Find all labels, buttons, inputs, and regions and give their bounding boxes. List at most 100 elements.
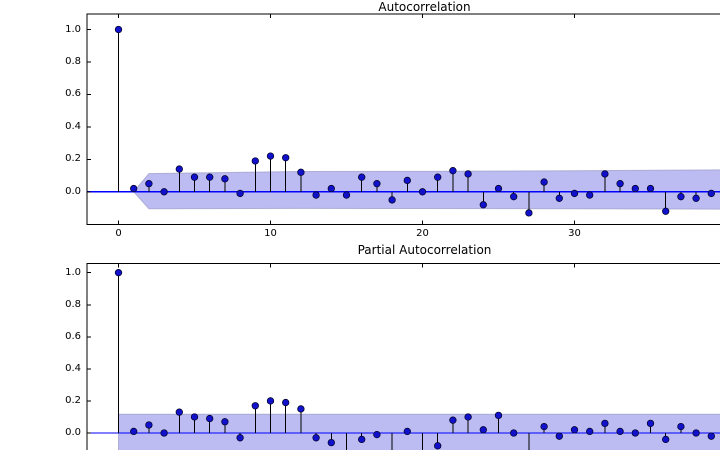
data-point <box>114 269 123 277</box>
data-point <box>434 442 442 450</box>
x-tick-label: 0 <box>115 227 122 239</box>
data-point <box>434 173 442 181</box>
data-point <box>601 419 609 428</box>
data-point <box>464 170 472 178</box>
data-point <box>266 397 275 405</box>
data-point <box>616 180 624 188</box>
data-point <box>236 434 244 442</box>
y-tick-label: 0.4 <box>65 120 81 132</box>
data-point <box>692 429 700 437</box>
acf-plot <box>86 13 720 225</box>
data-point <box>616 427 624 436</box>
confidence-band <box>118 413 720 450</box>
data-point <box>570 189 579 198</box>
data-point <box>479 201 487 209</box>
y-tick-label: 0.6 <box>65 330 81 342</box>
data-point <box>327 438 335 447</box>
data-point <box>510 193 518 201</box>
data-point <box>160 188 168 196</box>
data-point <box>525 209 533 217</box>
data-point <box>282 154 290 162</box>
data-point <box>555 432 563 440</box>
data-point <box>631 184 639 193</box>
pacf-plot <box>86 262 720 450</box>
data-point <box>373 430 381 439</box>
data-point <box>190 173 199 181</box>
data-point <box>206 414 214 423</box>
x-tick-label: 20 <box>416 227 429 239</box>
data-point <box>586 191 594 199</box>
data-point <box>449 167 457 175</box>
data-point <box>677 422 685 431</box>
data-point <box>479 426 487 434</box>
data-point <box>175 165 183 173</box>
data-point <box>418 188 427 196</box>
plot-border <box>86 13 720 225</box>
x-tick-label: 30 <box>568 227 581 239</box>
data-point <box>464 413 472 421</box>
data-point <box>707 432 715 440</box>
data-point <box>570 426 579 434</box>
data-point <box>540 422 548 431</box>
data-point <box>160 429 168 437</box>
data-point <box>494 411 503 420</box>
y-tick-label: 1.0 <box>65 266 81 278</box>
data-point <box>601 170 609 178</box>
data-point <box>236 189 244 198</box>
data-point <box>145 421 153 429</box>
data-point <box>555 194 563 202</box>
data-point <box>540 178 548 186</box>
data-point <box>312 434 320 442</box>
data-point <box>282 398 290 407</box>
data-point <box>206 173 214 181</box>
data-point <box>646 419 655 428</box>
data-point <box>114 25 123 34</box>
data-point <box>190 413 199 421</box>
data-point <box>692 194 700 202</box>
markers-group <box>114 25 715 217</box>
pacf-chart-title: Partial Autocorrelation <box>357 243 492 257</box>
data-point <box>677 193 685 201</box>
y-tick-label: 0.0 <box>65 427 81 438</box>
y-tick-label: 0.2 <box>65 394 81 406</box>
data-point <box>388 196 396 204</box>
y-tick-label: 0.0 <box>65 185 81 197</box>
x-tick-label: 10 <box>264 227 277 239</box>
data-point <box>130 184 138 193</box>
data-point <box>221 418 229 426</box>
data-point <box>342 191 351 199</box>
data-point <box>662 435 670 444</box>
data-point <box>251 157 259 165</box>
data-point <box>373 180 381 188</box>
data-point <box>266 152 275 160</box>
data-point <box>449 416 457 424</box>
data-point <box>358 173 366 181</box>
data-point <box>130 427 138 436</box>
data-point <box>494 184 503 193</box>
y-tick-label: 0.2 <box>65 153 81 165</box>
data-point <box>646 184 655 193</box>
axis-ticks <box>87 14 575 225</box>
y-tick-label: 0.8 <box>65 298 81 310</box>
data-point <box>145 180 153 188</box>
data-point <box>586 427 594 436</box>
data-point <box>403 176 411 185</box>
y-tick-label: 0.8 <box>65 55 81 67</box>
data-point <box>251 402 259 410</box>
data-point <box>403 427 411 436</box>
data-point <box>312 191 320 199</box>
data-point <box>297 168 305 176</box>
data-point <box>327 184 335 193</box>
data-point <box>221 175 229 183</box>
data-point <box>510 429 518 437</box>
y-tick-label: 0.6 <box>65 88 81 100</box>
data-point <box>297 405 305 413</box>
y-tick-label: 0.4 <box>65 362 81 374</box>
acf-chart-title: Autocorrelation <box>378 0 471 14</box>
data-point <box>662 207 670 215</box>
markers-group <box>114 269 715 450</box>
data-point <box>631 429 639 437</box>
data-point <box>358 435 366 444</box>
